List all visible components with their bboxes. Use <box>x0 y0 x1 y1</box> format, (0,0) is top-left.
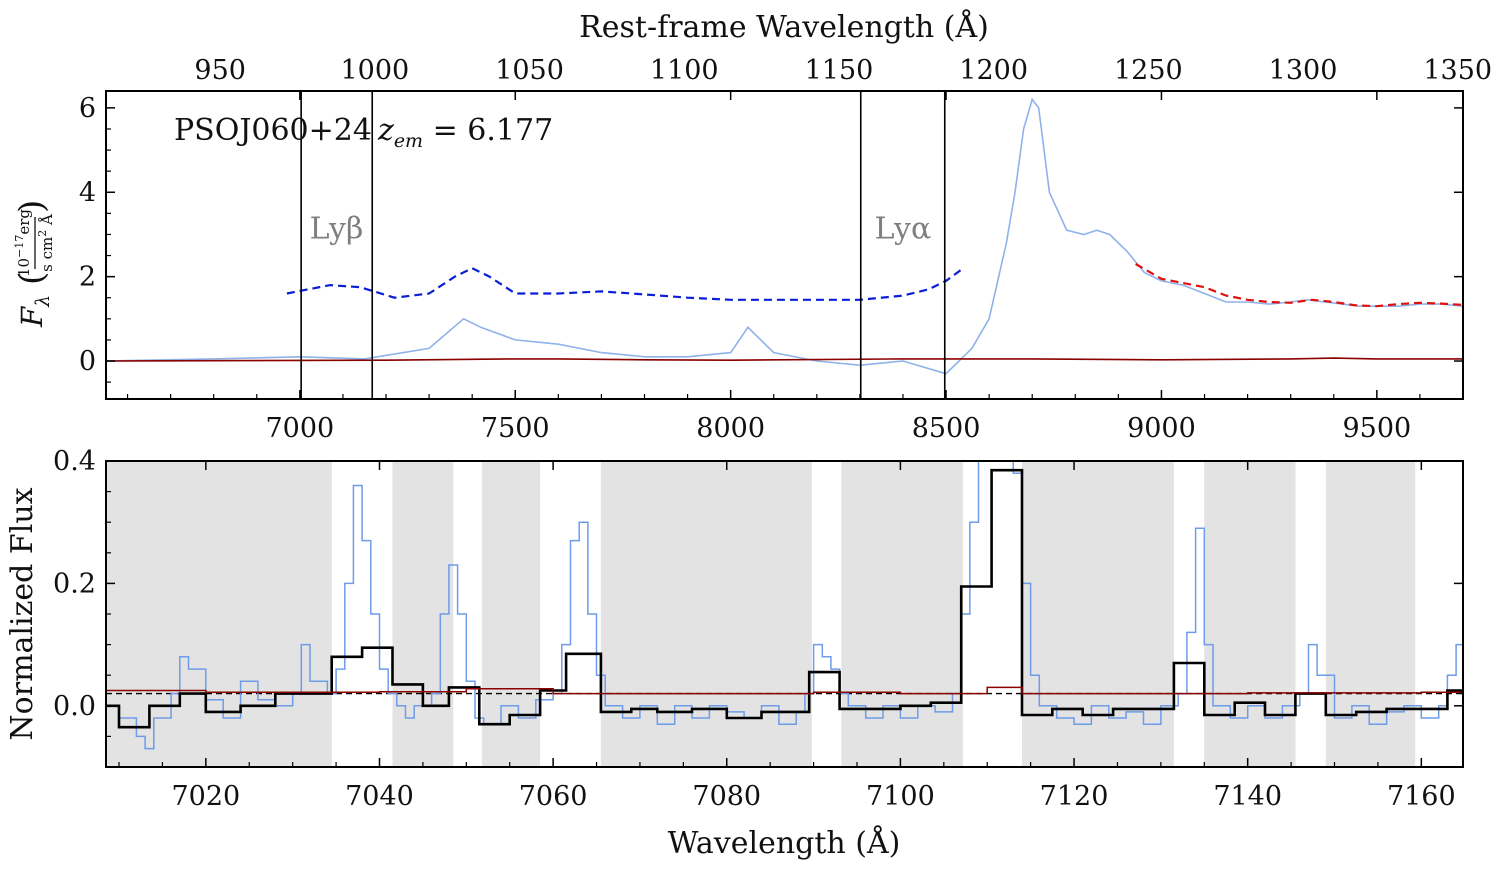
lyman-line-label: Lyα <box>875 212 932 247</box>
bottom-plot-area <box>106 461 1463 767</box>
bottom-xtick-label: 7080 <box>692 781 761 812</box>
top-xtick-label: 7500 <box>481 413 550 444</box>
rest-frame-xtick-label: 1250 <box>1114 55 1183 86</box>
masked-region-band <box>841 461 963 767</box>
bottom-series-line <box>106 686 1463 695</box>
top-xtick-label: 7000 <box>265 413 334 444</box>
svg-text:s cm2 Å: s cm2 Å <box>36 214 56 272</box>
svg-text:): ) <box>12 200 52 213</box>
svg-text:(: ( <box>12 272 52 285</box>
svg-text:Fλ: Fλ <box>15 295 54 328</box>
rest-frame-xtick-label: 1100 <box>650 55 719 86</box>
bottom-xtick-label: 7120 <box>1040 781 1109 812</box>
masked-region-band <box>1021 461 1174 767</box>
top-series-line <box>1135 263 1463 308</box>
top-plot-area <box>106 91 1463 399</box>
bottom-ticks: 7020 7040 7060 7080 7100 7120 7140 7160 0.0 0.2 0.… <box>53 446 1463 812</box>
rest-frame-xtick-label: 1300 <box>1269 55 1338 86</box>
bottom-ylabel: Normalized Flux <box>5 487 40 740</box>
masked-region-band <box>600 461 812 767</box>
bottom-axes-frame <box>105 460 1464 768</box>
bottom-ytick-label: 0.4 <box>53 446 96 477</box>
rest-frame-xtick-label: 1000 <box>341 55 410 86</box>
top-ytick-label: 4 <box>79 177 96 208</box>
top-xtick-label: 9500 <box>1342 413 1411 444</box>
masked-region-band <box>106 461 332 767</box>
rest-frame-xtick-label: 1350 <box>1423 55 1492 86</box>
rest-frame-xtick-label: 1150 <box>805 55 874 86</box>
top-axes-frame <box>105 90 1464 400</box>
rest-frame-xtick-label: 1050 <box>495 55 564 86</box>
top-ytick-label: 2 <box>79 262 96 293</box>
bottom-xlabel: Wavelength (Å) <box>668 825 901 861</box>
top-series-line <box>106 97 1463 375</box>
bottom-xtick-label: 7060 <box>519 781 588 812</box>
masked-region-band <box>1204 461 1296 767</box>
object-label: PSOJ060+24 <box>174 113 372 148</box>
top-y-axis-label: Fλ ( 10−17erg s cm2 Å ) <box>12 200 56 328</box>
redshift-label: zem = 6.177 <box>377 113 553 152</box>
top-ticks: Lyβ Lyα 7000 7500 8000 8500 9000 9500 0 2 4 6 950 100… <box>79 55 1492 444</box>
bottom-xtick-label: 7020 <box>171 781 240 812</box>
rest-frame-xtick-label: 950 <box>194 55 246 86</box>
bottom-series-line <box>106 468 1463 729</box>
top-panel: Lyβ Lyα 7000 7500 8000 8500 9000 9500 0 2 4 6 950 100… <box>12 9 1492 444</box>
bottom-ytick-label: 0.2 <box>53 568 96 599</box>
masked-region-band <box>481 461 541 767</box>
bottom-xtick-label: 7100 <box>866 781 935 812</box>
top-xtick-label: 8000 <box>696 413 765 444</box>
bottom-xtick-label: 7040 <box>345 781 414 812</box>
bottom-panel: 7020 7040 7060 7080 7100 7120 7140 7160 0.0 0.2 0.… <box>5 446 1464 861</box>
top-rest-frame-xlabel: Rest-frame Wavelength (Å) <box>579 9 989 45</box>
top-xtick-label: 8500 <box>912 413 981 444</box>
lyman-line-label: Lyβ <box>310 212 364 247</box>
top-xtick-label: 9000 <box>1127 413 1196 444</box>
masked-region-band <box>1325 461 1416 767</box>
bottom-xtick-label: 7160 <box>1387 781 1456 812</box>
bottom-ytick-label: 0.0 <box>53 691 96 722</box>
svg-text:10−17erg: 10−17erg <box>13 209 33 277</box>
bottom-xtick-label: 7140 <box>1213 781 1282 812</box>
bottom-series-line <box>106 461 1463 750</box>
rest-frame-xtick-label: 1200 <box>959 55 1028 86</box>
top-ytick-label: 0 <box>79 346 96 377</box>
top-ytick-label: 6 <box>79 93 96 124</box>
top-series-line <box>106 357 1463 362</box>
top-series-line <box>286 266 964 301</box>
